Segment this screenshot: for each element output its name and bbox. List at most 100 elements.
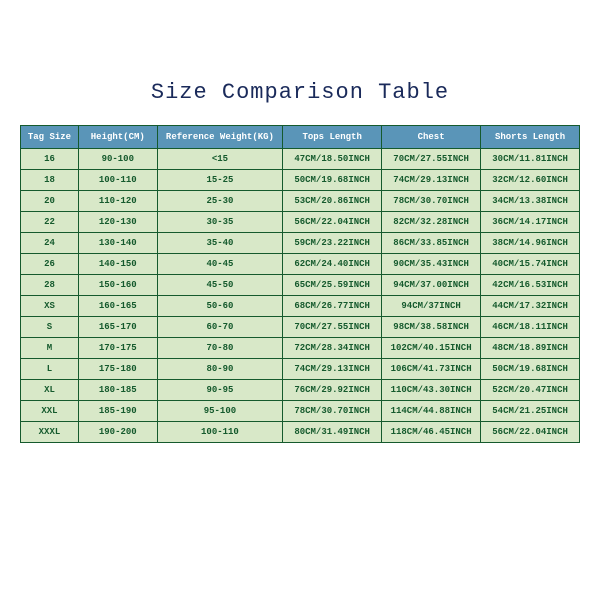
table-cell: 110-120 — [78, 191, 157, 212]
table-cell: 45-50 — [157, 275, 283, 296]
table-cell: 54CM/21.25INCH — [481, 401, 580, 422]
table-cell: 65CM/25.59INCH — [283, 275, 382, 296]
table-cell: 48CM/18.89INCH — [481, 338, 580, 359]
table-cell: 130-140 — [78, 233, 157, 254]
table-cell: 50-60 — [157, 296, 283, 317]
table-cell: XS — [21, 296, 79, 317]
table-cell: 50CM/19.68INCH — [481, 359, 580, 380]
table-header-row: Tag Size Height(CM) Reference Weight(KG)… — [21, 126, 580, 149]
table-cell: 90-100 — [78, 149, 157, 170]
table-row: XS160-16550-6068CM/26.77INCH94CM/37INCH4… — [21, 296, 580, 317]
table-cell: 40-45 — [157, 254, 283, 275]
table-cell: 38CM/14.96INCH — [481, 233, 580, 254]
header-weight: Reference Weight(KG) — [157, 126, 283, 149]
table-cell: 20 — [21, 191, 79, 212]
table-cell: 100-110 — [157, 422, 283, 443]
table-cell: 175-180 — [78, 359, 157, 380]
table-cell: 74CM/29.13INCH — [283, 359, 382, 380]
table-cell: M — [21, 338, 79, 359]
page-title: Size Comparison Table — [151, 80, 449, 105]
table-cell: 78CM/30.70INCH — [283, 401, 382, 422]
table-cell: 120-130 — [78, 212, 157, 233]
table-cell: 150-160 — [78, 275, 157, 296]
table-row: XXL185-19095-10078CM/30.70INCH114CM/44.8… — [21, 401, 580, 422]
table-cell: XL — [21, 380, 79, 401]
table-cell: XXXL — [21, 422, 79, 443]
table-row: 28150-16045-5065CM/25.59INCH94CM/37.00IN… — [21, 275, 580, 296]
table-cell: 34CM/13.38INCH — [481, 191, 580, 212]
table-cell: 95-100 — [157, 401, 283, 422]
table-cell: 22 — [21, 212, 79, 233]
header-chest: Chest — [382, 126, 481, 149]
table-cell: 114CM/44.88INCH — [382, 401, 481, 422]
table-cell: 32CM/12.60INCH — [481, 170, 580, 191]
table-cell: 140-150 — [78, 254, 157, 275]
table-cell: 70CM/27.55INCH — [283, 317, 382, 338]
table-cell: 52CM/20.47INCH — [481, 380, 580, 401]
table-cell: 94CM/37.00INCH — [382, 275, 481, 296]
table-cell: 28 — [21, 275, 79, 296]
table-cell: 35-40 — [157, 233, 283, 254]
table-cell: 90-95 — [157, 380, 283, 401]
table-row: L175-18080-9074CM/29.13INCH106CM/41.73IN… — [21, 359, 580, 380]
table-cell: L — [21, 359, 79, 380]
table-cell: 106CM/41.73INCH — [382, 359, 481, 380]
table-cell: 40CM/15.74INCH — [481, 254, 580, 275]
table-row: XL180-18590-9576CM/29.92INCH110CM/43.30I… — [21, 380, 580, 401]
table-cell: 47CM/18.50INCH — [283, 149, 382, 170]
table-cell: 74CM/29.13INCH — [382, 170, 481, 191]
table-row: 1690-100<1547CM/18.50INCH70CM/27.55INCH3… — [21, 149, 580, 170]
table-cell: 78CM/30.70INCH — [382, 191, 481, 212]
table-cell: 16 — [21, 149, 79, 170]
table-cell: 102CM/40.15INCH — [382, 338, 481, 359]
table-cell: 72CM/28.34INCH — [283, 338, 382, 359]
table-row: 18100-11015-2550CM/19.68INCH74CM/29.13IN… — [21, 170, 580, 191]
table-cell: 76CM/29.92INCH — [283, 380, 382, 401]
table-cell: 82CM/32.28INCH — [382, 212, 481, 233]
table-cell: 90CM/35.43INCH — [382, 254, 481, 275]
table-cell: 180-185 — [78, 380, 157, 401]
table-cell: 18 — [21, 170, 79, 191]
table-row: S165-17060-7070CM/27.55INCH98CM/38.58INC… — [21, 317, 580, 338]
table-cell: 165-170 — [78, 317, 157, 338]
table-cell: 62CM/24.40INCH — [283, 254, 382, 275]
table-row: XXXL190-200100-11080CM/31.49INCH118CM/46… — [21, 422, 580, 443]
table-cell: 70CM/27.55INCH — [382, 149, 481, 170]
table-cell: 26 — [21, 254, 79, 275]
table-cell: 30-35 — [157, 212, 283, 233]
table-cell: 94CM/37INCH — [382, 296, 481, 317]
table-cell: 86CM/33.85INCH — [382, 233, 481, 254]
table-cell: 46CM/18.11INCH — [481, 317, 580, 338]
table-cell: 24 — [21, 233, 79, 254]
table-cell: 42CM/16.53INCH — [481, 275, 580, 296]
table-row: M170-17570-8072CM/28.34INCH102CM/40.15IN… — [21, 338, 580, 359]
table-row: 20110-12025-3053CM/20.86INCH78CM/30.70IN… — [21, 191, 580, 212]
table-cell: 59CM/23.22INCH — [283, 233, 382, 254]
table-cell: 56CM/22.04INCH — [283, 212, 382, 233]
table-cell: 50CM/19.68INCH — [283, 170, 382, 191]
table-cell: 68CM/26.77INCH — [283, 296, 382, 317]
table-cell: 60-70 — [157, 317, 283, 338]
size-table: Tag Size Height(CM) Reference Weight(KG)… — [20, 125, 580, 443]
table-cell: 70-80 — [157, 338, 283, 359]
header-tag-size: Tag Size — [21, 126, 79, 149]
table-cell: <15 — [157, 149, 283, 170]
table-cell: 25-30 — [157, 191, 283, 212]
header-height: Height(CM) — [78, 126, 157, 149]
table-row: 26140-15040-4562CM/24.40INCH90CM/35.43IN… — [21, 254, 580, 275]
table-cell: 170-175 — [78, 338, 157, 359]
header-tops-length: Tops Length — [283, 126, 382, 149]
table-cell: 190-200 — [78, 422, 157, 443]
table-cell: 98CM/38.58INCH — [382, 317, 481, 338]
table-cell: XXL — [21, 401, 79, 422]
table-row: 22120-13030-3556CM/22.04INCH82CM/32.28IN… — [21, 212, 580, 233]
header-shorts-length: Shorts Length — [481, 126, 580, 149]
table-cell: 110CM/43.30INCH — [382, 380, 481, 401]
table-cell: 100-110 — [78, 170, 157, 191]
table-cell: 53CM/20.86INCH — [283, 191, 382, 212]
table-cell: 44CM/17.32INCH — [481, 296, 580, 317]
table-cell: 36CM/14.17INCH — [481, 212, 580, 233]
table-cell: 185-190 — [78, 401, 157, 422]
table-row: 24130-14035-4059CM/23.22INCH86CM/33.85IN… — [21, 233, 580, 254]
table-cell: 15-25 — [157, 170, 283, 191]
